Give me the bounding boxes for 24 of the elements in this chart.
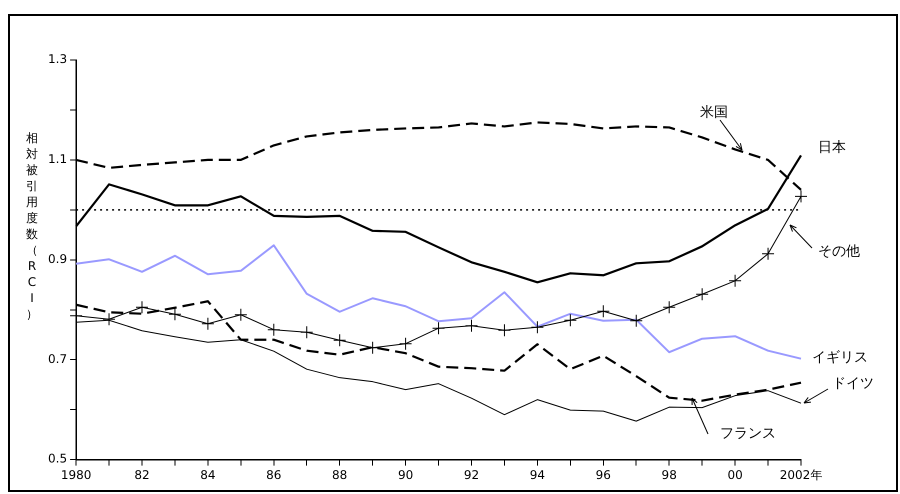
x-tick-label: 00 — [727, 468, 743, 482]
x-tick-label: 86 — [266, 468, 282, 482]
x-tick-label: 96 — [596, 468, 611, 482]
series-label: イギリス — [812, 350, 868, 366]
text: その他 — [818, 244, 860, 260]
x-tick-label: 82 — [134, 468, 150, 482]
y-tick-label: 0.7 — [48, 352, 68, 366]
y-tick-label: 0.9 — [48, 252, 68, 266]
x-tick-label: 92 — [464, 468, 480, 482]
x-tick-label: 98 — [662, 468, 677, 482]
text: 相対被引用度数（RCI） — [26, 131, 38, 321]
y-tick-label: 0.5 — [48, 452, 68, 466]
x-tick-label: 2002年 — [780, 468, 822, 482]
series-label: 日本 — [818, 140, 846, 156]
x-tick-label: 88 — [332, 468, 348, 482]
x-tick-label: 84 — [200, 468, 216, 482]
y-tick-label: 1.1 — [48, 152, 68, 166]
text: ドイツ — [832, 376, 874, 392]
x-tick-label: 94 — [530, 468, 546, 482]
x-tick-label: 1980 — [60, 468, 92, 482]
x-tick-label: 90 — [398, 468, 414, 482]
y-tick-label: 1.3 — [48, 52, 68, 66]
series-label: 米国 — [700, 104, 728, 121]
series-label: フランス — [720, 426, 776, 442]
